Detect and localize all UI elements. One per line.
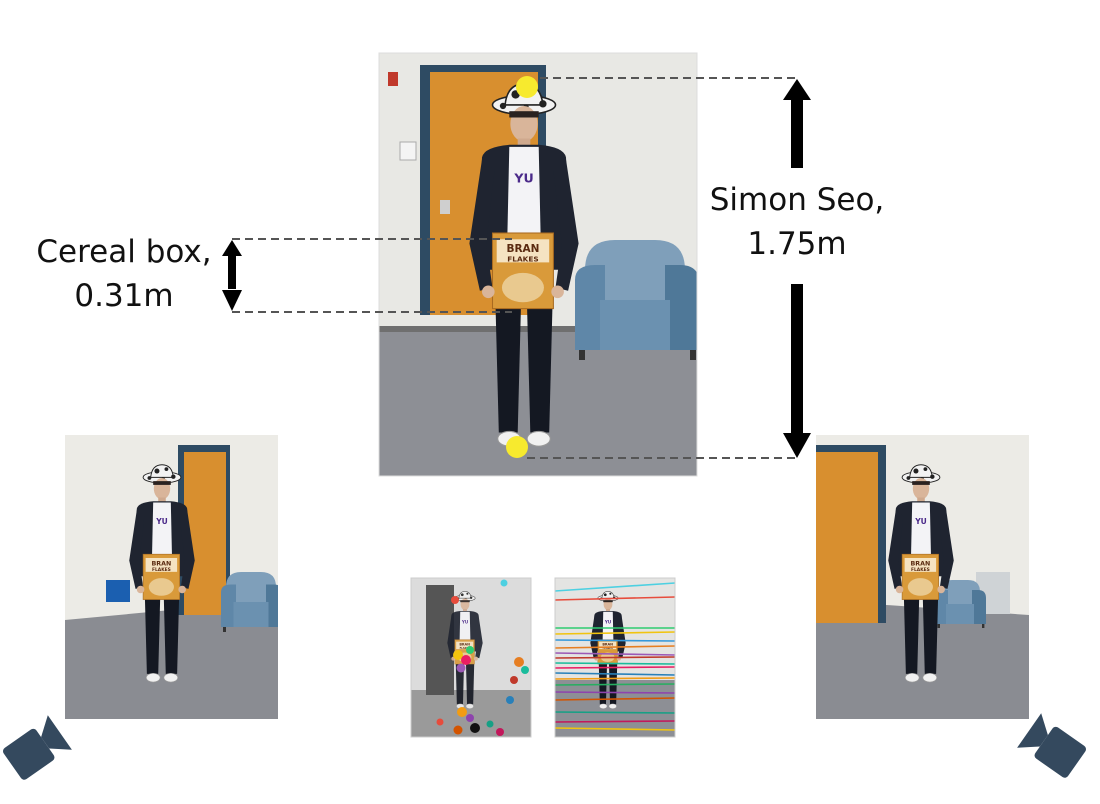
- cereal-box-label: Cereal box, 0.31m: [24, 230, 224, 318]
- feature-point-cloud: [436, 579, 529, 736]
- person-label-height: 1.75m: [747, 226, 847, 262]
- main-photo-frame: [378, 52, 698, 477]
- main-photo: [379, 53, 697, 476]
- keypoint-thumbnail: [411, 578, 531, 737]
- cereal-box-label-height: 0.31m: [74, 278, 174, 314]
- cereal-measurement: [222, 238, 512, 313]
- match-thumbnail-frame: [554, 577, 676, 738]
- foot-keypoint: [506, 436, 528, 458]
- keypoint-thumbnail-frame: [410, 577, 532, 738]
- match-lines-thumbnail: [555, 578, 675, 737]
- head-keypoint: [516, 76, 538, 98]
- person-measurement: [527, 77, 811, 459]
- person-label-name: Simon Seo,: [709, 182, 885, 218]
- match-lines: [555, 582, 675, 731]
- camera-icon-left: [3, 715, 72, 780]
- left-view-photo: [65, 435, 278, 719]
- cereal-box-label-name: Cereal box,: [36, 234, 212, 270]
- right-view-photo: [816, 435, 1029, 719]
- camera-icon-right: [1017, 713, 1086, 778]
- person-label: Simon Seo, 1.75m: [697, 178, 897, 266]
